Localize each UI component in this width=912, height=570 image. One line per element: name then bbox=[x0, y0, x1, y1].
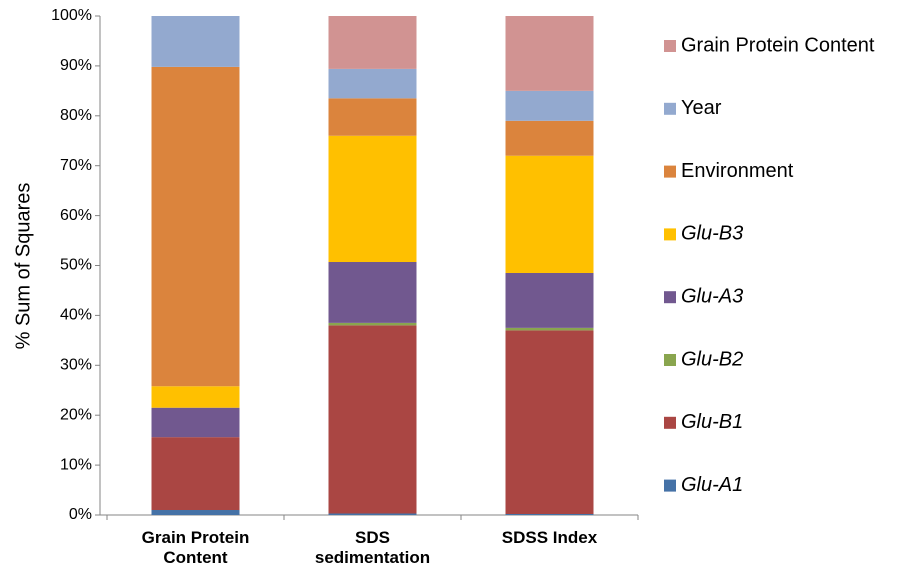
bar-segment bbox=[505, 330, 594, 515]
bar-segment bbox=[505, 272, 594, 328]
legend-label: Glu-B1 bbox=[681, 411, 743, 433]
bar-segment bbox=[328, 262, 417, 323]
bar-segment bbox=[151, 16, 240, 67]
bar-segment bbox=[505, 514, 594, 515]
y-tick-label: 20% bbox=[60, 406, 92, 423]
bar-segment bbox=[328, 513, 417, 515]
y-tick-label: 80% bbox=[60, 107, 92, 124]
bar-segment bbox=[505, 16, 594, 91]
bar-segment bbox=[151, 66, 240, 387]
legend-swatch bbox=[664, 102, 676, 115]
bar-segment bbox=[505, 155, 594, 273]
bar-segment bbox=[328, 16, 417, 69]
bar-segment bbox=[328, 135, 417, 263]
legend-swatch bbox=[664, 291, 676, 304]
x-tick-label: SDS sedimentation bbox=[314, 528, 431, 567]
bar-segment bbox=[328, 325, 417, 514]
legend-swatch bbox=[664, 228, 676, 241]
legend-label: Glu-A3 bbox=[681, 285, 743, 307]
y-tick-label: 0% bbox=[69, 506, 92, 523]
legend-label: Grain Protein Content bbox=[681, 34, 875, 56]
y-tick-label: 10% bbox=[60, 456, 92, 473]
legend-swatch bbox=[664, 354, 676, 366]
y-tick-label: 60% bbox=[60, 207, 92, 224]
y-tick-label: 70% bbox=[60, 157, 92, 174]
bar-segment bbox=[505, 327, 594, 331]
bar-segment bbox=[151, 510, 240, 515]
legend-label: Year bbox=[681, 97, 722, 119]
legend-label: Glu-A1 bbox=[681, 474, 743, 496]
legend-swatch bbox=[664, 40, 676, 52]
y-tick-label: 90% bbox=[60, 57, 92, 74]
bar-segment bbox=[151, 386, 240, 408]
bar-segment bbox=[505, 120, 594, 156]
x-tick-label: Grain Protein Content bbox=[141, 528, 250, 567]
y-tick-label: 30% bbox=[60, 357, 92, 374]
bar-segment bbox=[328, 68, 417, 99]
y-tick-label: 100% bbox=[51, 7, 92, 24]
legend-label: Glu-B3 bbox=[681, 223, 743, 245]
legend-swatch bbox=[664, 165, 676, 178]
legend-swatch bbox=[664, 479, 676, 492]
bar-segment bbox=[328, 322, 417, 326]
legend-label: Environment bbox=[681, 160, 794, 182]
x-tick-label: SDSS Index bbox=[501, 528, 598, 547]
bar-segment bbox=[505, 90, 594, 121]
y-tick-label: 40% bbox=[60, 307, 92, 324]
bar-segment bbox=[151, 407, 240, 438]
y-tick-label: 50% bbox=[60, 257, 92, 274]
bar-segment bbox=[328, 98, 417, 136]
legend-swatch bbox=[664, 416, 676, 429]
y-axis-label: % Sum of Squares bbox=[12, 183, 34, 350]
legend-label: Glu-B2 bbox=[681, 348, 743, 370]
bar-segment bbox=[151, 437, 240, 511]
